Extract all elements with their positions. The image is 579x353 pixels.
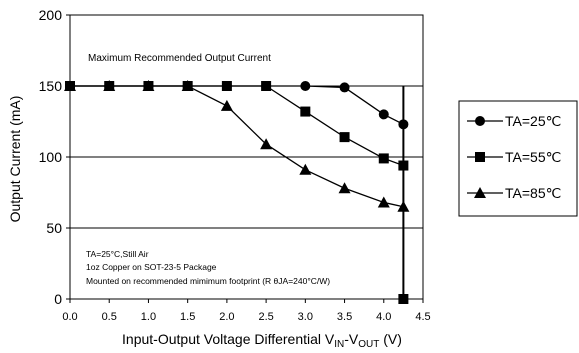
series-layer bbox=[64, 80, 410, 304]
y-tick-label-0: 0 bbox=[54, 291, 62, 307]
x-tick-label-2: 1.0 bbox=[141, 311, 156, 323]
max-current-annotation: Maximum Recommended Output Current bbox=[88, 53, 271, 64]
y-tick-label-1: 50 bbox=[46, 220, 62, 236]
series-line-triangle bbox=[70, 85, 404, 208]
point-circle-7 bbox=[339, 82, 350, 93]
note-line-3: Mounted on recommended mimimum footprint… bbox=[86, 276, 330, 286]
point-triangle-9 bbox=[397, 200, 410, 212]
x-tick-label-5: 2.5 bbox=[258, 311, 273, 323]
x-tick-label-3: 1.5 bbox=[180, 311, 195, 323]
grid bbox=[70, 85, 423, 229]
point-square-7 bbox=[339, 132, 350, 143]
x-axis-title-mid: -V bbox=[344, 331, 359, 347]
point-circle-9 bbox=[398, 119, 409, 130]
x-axis-title-sub-in: IN bbox=[334, 339, 344, 350]
point-triangle-8 bbox=[377, 196, 390, 208]
point-square-4 bbox=[221, 81, 232, 91]
y-axis-ticks: 0 50 100 150 200 bbox=[39, 7, 70, 307]
point-circle-8 bbox=[378, 109, 389, 120]
x-tick-label-1: 0.5 bbox=[102, 311, 117, 323]
point-circle-6 bbox=[300, 81, 311, 91]
x-axis-title-main: Input-Output Voltage Differential V bbox=[122, 331, 335, 347]
point-triangle-0 bbox=[64, 80, 76, 91]
point-triangle-2 bbox=[142, 80, 155, 91]
x-tick-label-7: 3.5 bbox=[337, 311, 352, 323]
x-axis-title-sub-out: OUT bbox=[358, 339, 379, 350]
series-triangle bbox=[64, 80, 410, 212]
x-tick-label-9: 4.5 bbox=[415, 311, 430, 323]
x-axis-title-unit: (V) bbox=[379, 331, 402, 347]
x-axis-title: Input-Output Voltage Differential VIN-VO… bbox=[122, 331, 402, 350]
legend-marker-triangle bbox=[474, 187, 486, 198]
point-triangle-1 bbox=[103, 80, 116, 91]
x-tick-label-0: 0.0 bbox=[62, 311, 77, 323]
y-tick-label-4: 200 bbox=[39, 7, 63, 23]
y-tick-label-3: 150 bbox=[39, 78, 63, 94]
x-tick-label-8: 4.0 bbox=[376, 311, 391, 323]
note-line-2: 1oz Copper on SOT-23-5 Package bbox=[86, 262, 217, 272]
legend-marker-circle bbox=[475, 116, 485, 126]
point-triangle-3 bbox=[181, 80, 194, 91]
y-axis-title: Output Current (mA) bbox=[7, 96, 23, 223]
y-tick-label-2: 100 bbox=[39, 149, 63, 165]
legend-label-circle: TA=25℃ bbox=[505, 113, 561, 129]
series-line-circle bbox=[70, 85, 404, 125]
point-square-8 bbox=[378, 153, 389, 164]
point-triangle-7 bbox=[338, 182, 351, 194]
point-square-9 bbox=[398, 160, 409, 171]
series-circle bbox=[65, 81, 409, 130]
note-line-1: TA=25°C,Still Air bbox=[86, 249, 149, 259]
legend: TA=25℃ TA=55℃ TA=85℃ bbox=[458, 100, 578, 217]
point-triangle-4 bbox=[220, 99, 233, 111]
legend-label-triangle: TA=85℃ bbox=[505, 185, 561, 201]
point-square-5 bbox=[261, 81, 272, 91]
x-tick-label-4: 2.0 bbox=[219, 311, 234, 323]
x-tick-label-6: 3.0 bbox=[298, 311, 313, 323]
point-triangle-6 bbox=[299, 163, 312, 175]
legend-label-square: TA=55℃ bbox=[505, 149, 561, 165]
point-square-6 bbox=[300, 106, 311, 117]
legend-marker-square bbox=[475, 152, 485, 162]
point-square-10 bbox=[398, 294, 409, 304]
point-triangle-5 bbox=[260, 138, 273, 150]
x-axis-ticks: 0.0 0.5 1.0 1.5 2.0 2.5 3.0 3.5 4.0 4.5 bbox=[62, 299, 431, 323]
